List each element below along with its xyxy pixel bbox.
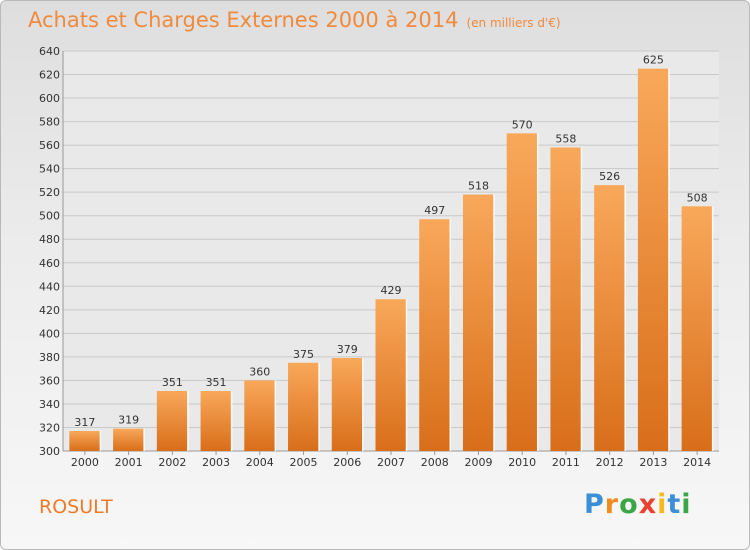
- data-label: 625: [643, 54, 664, 67]
- bars: [69, 68, 714, 451]
- data-label: 351: [162, 376, 183, 389]
- y-tick-label: 400: [39, 327, 60, 340]
- bar-2003: [200, 391, 232, 451]
- y-tick-label: 600: [39, 92, 60, 105]
- bar-2004: [244, 380, 276, 451]
- x-tick-label: 2009: [464, 456, 492, 469]
- bar-2001: [113, 428, 145, 451]
- x-tick-label: 2003: [202, 456, 230, 469]
- x-tick-label: 2011: [552, 456, 580, 469]
- bar-2006: [331, 358, 363, 451]
- logo-letter: i: [657, 489, 668, 520]
- x-tick-label: 2013: [639, 456, 667, 469]
- x-tick-label: 2012: [596, 456, 624, 469]
- y-tick-label: 580: [39, 116, 60, 129]
- y-tick-label: 360: [39, 374, 60, 387]
- bar-2009: [462, 194, 494, 451]
- y-tick-label: 640: [39, 45, 60, 58]
- bar-2002: [156, 391, 188, 451]
- logo-letter: P: [584, 489, 605, 520]
- bar-2013: [637, 68, 669, 451]
- data-label: 526: [599, 170, 620, 183]
- y-tick-label: 560: [39, 139, 60, 152]
- bar-2011: [550, 147, 582, 451]
- y-tick-label: 320: [39, 421, 60, 434]
- x-tick-label: 2004: [246, 456, 274, 469]
- y-tick-label: 300: [39, 445, 60, 458]
- y-tick-label: 340: [39, 398, 60, 411]
- x-tick-label: 2006: [333, 456, 361, 469]
- logo-letter: x: [638, 489, 658, 520]
- data-label: 570: [512, 118, 533, 131]
- data-label: 429: [381, 284, 402, 297]
- data-label: 518: [468, 180, 489, 193]
- logo-letter: o: [619, 489, 639, 520]
- y-tick-label: 440: [39, 280, 60, 293]
- x-tick-label: 2001: [115, 456, 143, 469]
- bar-2008: [419, 219, 451, 451]
- y-tick-label: 420: [39, 304, 60, 317]
- y-tick-label: 380: [39, 351, 60, 364]
- data-label: 497: [424, 204, 445, 217]
- y-tick-label: 620: [39, 69, 60, 82]
- data-label: 319: [118, 414, 139, 427]
- logo-letter: i: [681, 489, 692, 520]
- bar-2014: [681, 206, 713, 451]
- x-tick-label: 2008: [421, 456, 449, 469]
- chart-title: Achats et Charges Externes 2000 à 2014 (e…: [28, 8, 561, 32]
- data-label: 351: [206, 376, 227, 389]
- y-tick-label: 480: [39, 233, 60, 246]
- data-label: 558: [555, 132, 576, 145]
- commune-name: ROSULT: [39, 496, 113, 518]
- bar-2005: [288, 362, 320, 451]
- y-tick-label: 460: [39, 257, 60, 270]
- chart-unit-text: (en milliers d'€): [466, 16, 561, 30]
- x-axis-ticks: 2000 2001 2002 2003 2004 2005 2006 2007 2008 2009…: [71, 451, 711, 469]
- y-tick-label: 520: [39, 186, 60, 199]
- x-tick-label: 2014: [683, 456, 711, 469]
- x-tick-label: 2007: [377, 456, 405, 469]
- data-labels: 317 319 351 351 360 375 379 429 497 518 570 558 526 6…: [74, 54, 707, 429]
- data-label: 360: [249, 365, 270, 378]
- y-tick-label: 500: [39, 210, 60, 223]
- data-label: 317: [74, 416, 95, 429]
- chart-title-text: Achats et Charges Externes 2000 à 2014: [28, 8, 459, 32]
- x-tick-label: 2000: [71, 456, 99, 469]
- bar-2000: [69, 431, 101, 451]
- logo-letter: t: [667, 489, 682, 520]
- bar-2007: [375, 299, 407, 451]
- x-tick-label: 2005: [290, 456, 318, 469]
- bar-2010: [506, 133, 538, 451]
- data-label: 375: [293, 348, 314, 361]
- data-label: 379: [337, 343, 358, 356]
- proxiti-logo[interactable]: Proxiti: [584, 489, 692, 520]
- logo-letter: r: [604, 489, 620, 520]
- y-axis-ticks: 300 320 340 360 380 400 420 440 460 480 500 520 540 5…: [39, 45, 60, 458]
- x-tick-label: 2010: [508, 456, 536, 469]
- x-tick-label: 2002: [158, 456, 186, 469]
- data-label: 508: [687, 191, 708, 204]
- y-tick-label: 540: [39, 163, 60, 176]
- bar-2012: [594, 185, 626, 451]
